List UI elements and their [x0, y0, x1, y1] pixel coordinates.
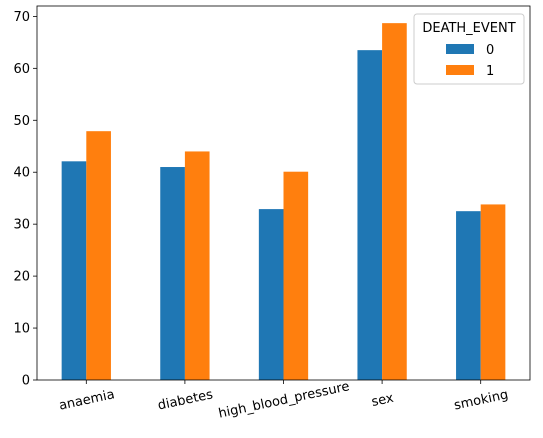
bar-anaemia-series-1: [86, 131, 111, 380]
bar-diabetes-series-0: [160, 167, 185, 380]
y-axis: 0 10 20 30 40 50 60 70: [13, 10, 37, 389]
y-tick-label: 50: [13, 114, 30, 129]
bar-high_blood_pressure-series-1: [283, 171, 309, 380]
x-tick-label: diabetes: [156, 387, 214, 413]
y-tick-label: 40: [13, 166, 30, 181]
bar-anaemia-series-0: [61, 161, 87, 380]
y-tick-label: 60: [13, 62, 30, 77]
bar-sex-series-1: [382, 23, 407, 381]
x-axis: anaemia diabetes high_blood_pressure sex smo…: [58, 379, 510, 421]
bar-diabetes-series-1: [184, 151, 210, 380]
y-tick-label: 30: [13, 218, 30, 233]
plot-frame: [36, 5, 531, 381]
y-tick-label: 70: [13, 10, 30, 25]
legend-swatch-0: [446, 44, 474, 54]
y-tick-label: 10: [13, 322, 30, 337]
x-tick-label: sex: [370, 391, 395, 410]
x-tick-label: smoking: [453, 387, 510, 413]
x-tick-label: high_blood_pressure: [217, 379, 351, 421]
bar-smoking-series-0: [456, 211, 481, 380]
y-tick-label: 20: [13, 270, 30, 285]
legend: DEATH_EVENT 0 1: [413, 13, 525, 85]
bar-smoking-series-1: [480, 204, 506, 380]
legend-title: DEATH_EVENT: [422, 21, 515, 36]
bars-layer: [61, 23, 506, 381]
y-tick-label: 0: [22, 374, 30, 389]
x-tick-label: anaemia: [58, 387, 116, 413]
legend-swatch-1: [446, 65, 474, 75]
bar-sex-series-0: [357, 50, 383, 381]
legend-label-0: 0: [486, 43, 494, 58]
bar-high_blood_pressure-series-0: [258, 209, 284, 380]
legend-label-1: 1: [486, 64, 494, 79]
